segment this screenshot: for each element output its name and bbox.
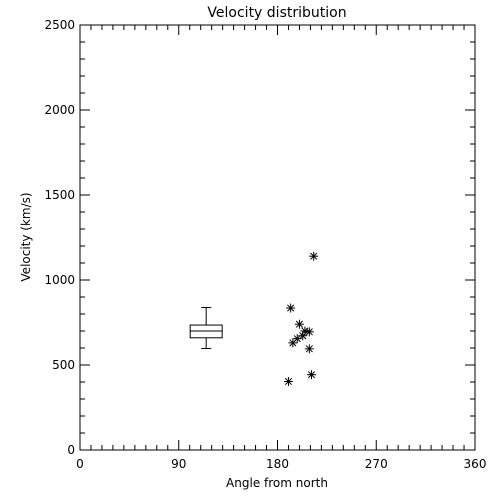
y-tick-label: 2500 — [44, 18, 75, 32]
scatter-point — [309, 251, 319, 261]
asterisk-stroke — [284, 377, 293, 386]
y-tick-label: 1500 — [44, 188, 75, 202]
scatter-point — [304, 327, 314, 337]
y-axis-label: Velocity (km/s) — [19, 192, 33, 281]
x-tick-label: 180 — [266, 457, 289, 471]
x-axis-label: Angle from north — [226, 476, 328, 490]
y-tick-label: 1000 — [44, 273, 75, 287]
data-marks — [189, 251, 319, 386]
axes: 0 90 180 270 360 0 500 1000 1500 2000 2500 — [44, 18, 486, 471]
scatter-point — [294, 319, 304, 329]
y-tick-label: 0 — [67, 443, 75, 457]
x-tick-label: 360 — [464, 457, 487, 471]
asterisk-stroke — [307, 371, 316, 379]
asterisk-stroke — [299, 332, 307, 340]
asterisk-stroke — [295, 320, 303, 328]
asterisk-stroke — [310, 252, 318, 260]
asterisk-stroke — [305, 345, 313, 353]
scatter-point — [307, 370, 317, 380]
asterisk-stroke — [287, 304, 295, 312]
y-tick-label: 2000 — [44, 103, 75, 117]
y-tick-label: 500 — [52, 358, 75, 372]
scatter-point — [286, 303, 296, 313]
scatter-point — [288, 338, 298, 348]
chart-title: Velocity distribution — [207, 5, 346, 21]
x-tick-label: 0 — [76, 457, 84, 471]
plot-frame — [79, 24, 476, 451]
asterisk-stroke — [289, 339, 297, 347]
x-tick-label: 90 — [171, 457, 186, 471]
x-tick-label: 270 — [365, 457, 388, 471]
scatter-point — [283, 376, 293, 386]
scatter-point — [304, 344, 314, 354]
asterisk-stroke — [305, 328, 313, 336]
